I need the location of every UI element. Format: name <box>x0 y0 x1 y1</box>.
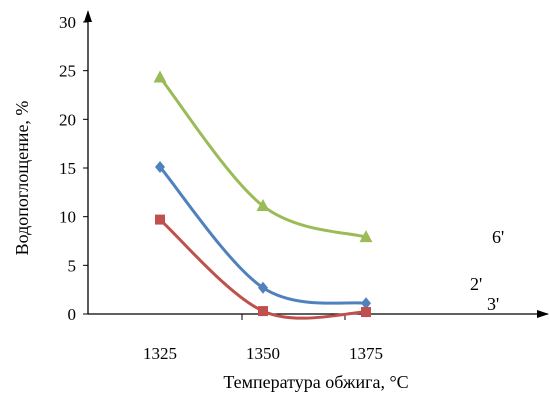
series-group <box>153 70 373 243</box>
y-tick-label: 20 <box>59 110 76 129</box>
data-point-marker <box>361 297 371 310</box>
series-layer <box>153 70 373 320</box>
data-point-marker <box>155 161 165 174</box>
y-axis-arrow <box>84 10 92 22</box>
x-axis-title: Температура обжига, °С <box>223 372 408 392</box>
data-point-marker <box>153 70 167 83</box>
y-axis-title: Водопоглощение, % <box>12 101 32 256</box>
x-tick-label: 1350 <box>246 344 280 363</box>
x-tick-label: 1325 <box>143 344 177 363</box>
y-tick-label: 30 <box>59 13 76 32</box>
y-tick-label: 25 <box>59 62 76 81</box>
data-point-marker <box>359 230 373 243</box>
axes <box>83 10 549 320</box>
y-tick-label: 0 <box>68 305 77 324</box>
labels: 0 5 10 15 20 25 30 1325 1350 1375 Температура обжи… <box>12 13 504 392</box>
series-label: 2' <box>470 274 482 294</box>
x-axis-arrow <box>537 310 549 318</box>
y-tick-label: 5 <box>68 256 77 275</box>
series-label: 6' <box>492 227 504 247</box>
data-point-marker <box>155 214 165 225</box>
series-line <box>158 75 368 239</box>
data-point-marker <box>258 306 268 317</box>
series-group <box>155 214 371 320</box>
data-point-marker <box>256 198 270 211</box>
series-group <box>155 161 371 310</box>
y-tick-label: 10 <box>59 208 76 227</box>
data-point-marker <box>361 307 371 318</box>
y-tick-label: 15 <box>59 159 76 178</box>
data-point-marker <box>258 281 268 294</box>
series-label: 3' <box>487 294 499 314</box>
x-tick-label: 1375 <box>349 344 383 363</box>
